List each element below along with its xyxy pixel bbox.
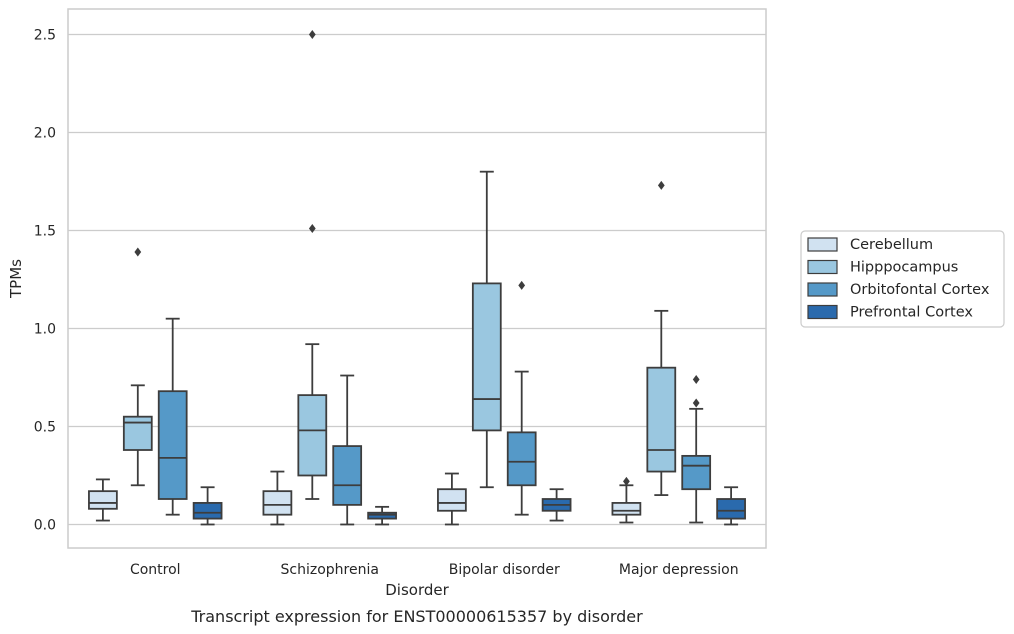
legend-swatch [807,237,838,252]
box-control-0 [88,478,118,522]
outlier-point [308,29,316,39]
box-bipolar-disorder-2 [506,280,537,516]
y-axis-label: TPMs [7,259,25,299]
box-iqr [681,454,712,491]
legend-swatch [807,282,838,297]
box-iqr [471,282,502,432]
legend-swatch [807,259,838,275]
chart-caption: Transcript expression for ENST0000061535… [190,607,643,626]
legend-item: Orbitofontal Cortex [807,282,990,298]
box-schizophrenia-1 [297,29,328,500]
outlier-point [308,224,316,234]
box-iqr [367,511,397,520]
box-iqr [262,490,293,516]
box-iqr [297,394,328,477]
box-iqr [506,431,537,487]
box-major-depression-0 [611,476,642,524]
y-tick-label: 2.0 [34,125,56,141]
y-tick-labels: 0.0 0.5 1.0 1.5 2.0 2.5 [34,27,56,533]
y-tick-label: 0.5 [34,419,56,435]
box-schizophrenia-0 [262,470,293,526]
outlier-point [134,247,142,257]
box-iqr [611,502,642,516]
box-bipolar-disorder-3 [541,488,572,522]
box-control-2 [157,317,188,516]
box-iqr [192,502,223,520]
box-schizophrenia-2 [332,374,363,526]
legend-item: Cerebellum [807,237,933,253]
y-tick-label: 1.0 [34,321,56,337]
box-groups [88,29,746,526]
box-major-depression-1 [646,180,677,496]
legend-swatch [807,304,838,320]
box-iqr [716,498,746,520]
y-tick-label: 2.5 [34,27,56,43]
outlier-point [692,398,700,408]
plot-frame [67,8,767,549]
box-major-depression-3 [716,486,746,526]
x-tick-label: Control [130,562,181,578]
legend-label: Prefrontal Cortex [850,305,973,321]
box-iqr [88,490,118,510]
box-control-3 [192,486,223,526]
outlier-point [657,180,665,190]
legend-label: Cerebellum [850,237,933,253]
legend-label: Orbitofontal Cortex [850,282,990,298]
x-tick-label: Schizophrenia [281,562,379,578]
legend-item: Prefrontal Cortex [807,304,973,321]
legend-box [800,230,1005,328]
legend: Cerebellum Hipppocampus Orbitofontal Corte… [800,230,1005,328]
x-tick-label: Bipolar disorder [449,562,560,578]
box-control-1 [122,247,153,487]
box-bipolar-disorder-0 [437,472,467,526]
box-iqr [332,445,363,506]
outlier-point [692,374,700,384]
box-major-depression-2 [681,374,712,524]
y-tick-label: 0.0 [34,517,56,533]
legend-item: Hipppocampus [807,259,958,276]
x-axis-label: Disorder [385,581,449,599]
outlier-point [518,280,526,290]
box-schizophrenia-3 [367,505,397,526]
legend-label: Hipppocampus [850,260,958,276]
box-iqr [157,390,188,500]
box-iqr [646,366,677,473]
outlier-point [623,476,630,486]
y-tick-label: 1.5 [34,223,56,239]
box-iqr [437,488,467,512]
x-tick-label: Major depression [619,562,739,578]
x-tick-labels: Control Schizophrenia Bipolar disorder Majo… [130,562,739,578]
box-bipolar-disorder-1 [471,170,502,489]
